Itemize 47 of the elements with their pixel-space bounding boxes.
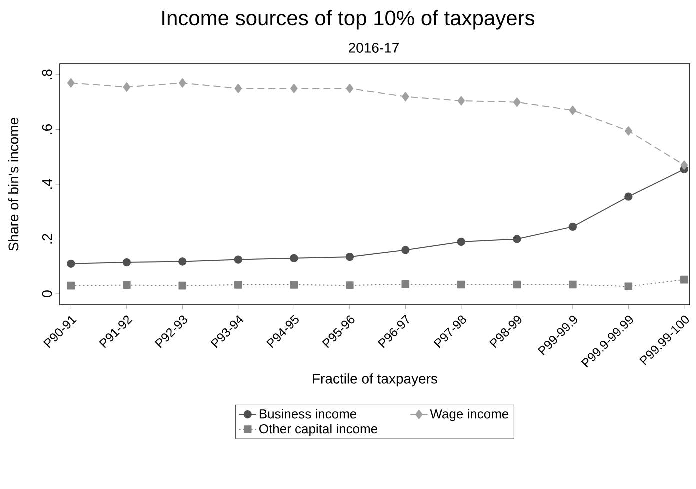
chart-subtitle: 2016-17 [349, 43, 399, 53]
y-axis-title: Share of bin's income [8, 118, 19, 251]
point [67, 260, 76, 268]
point [458, 280, 466, 289]
point [290, 84, 298, 94]
point [234, 256, 243, 264]
point [680, 160, 688, 170]
point [68, 78, 75, 88]
point [514, 98, 521, 108]
point [346, 84, 354, 94]
point [178, 282, 187, 290]
point [123, 281, 131, 290]
point [513, 235, 522, 244]
point [178, 258, 187, 266]
point [624, 282, 633, 291]
point [346, 282, 354, 290]
point [513, 280, 522, 289]
point [458, 96, 466, 106]
point [67, 282, 76, 290]
chart-title: Income sources of top 10% of taxpayers [162, 10, 535, 30]
legend-label: Business income [260, 409, 357, 419]
point [402, 280, 410, 288]
point [290, 281, 298, 289]
point [624, 192, 633, 201]
point [179, 78, 186, 88]
point [123, 82, 131, 92]
y-tick-label: .4 [42, 179, 52, 190]
legend-label: Other capital income [260, 424, 378, 436]
point [402, 92, 410, 102]
y-tick-label: .8 [42, 70, 52, 80]
point [568, 222, 578, 232]
y-tick-label: 0 [42, 290, 52, 298]
y-tick-label: .2 [42, 234, 52, 244]
y-tick-label: .6 [42, 124, 52, 134]
point [625, 126, 632, 136]
point [569, 106, 577, 116]
point [122, 258, 132, 267]
point [234, 281, 242, 289]
point [569, 280, 577, 289]
legend-label: Wage income [430, 409, 509, 422]
point [457, 238, 466, 246]
point [234, 84, 242, 94]
point [290, 254, 298, 263]
point [680, 276, 688, 284]
point [346, 252, 354, 262]
x-axis-title: Fractile of taxpayers [313, 374, 438, 387]
point [402, 246, 410, 254]
